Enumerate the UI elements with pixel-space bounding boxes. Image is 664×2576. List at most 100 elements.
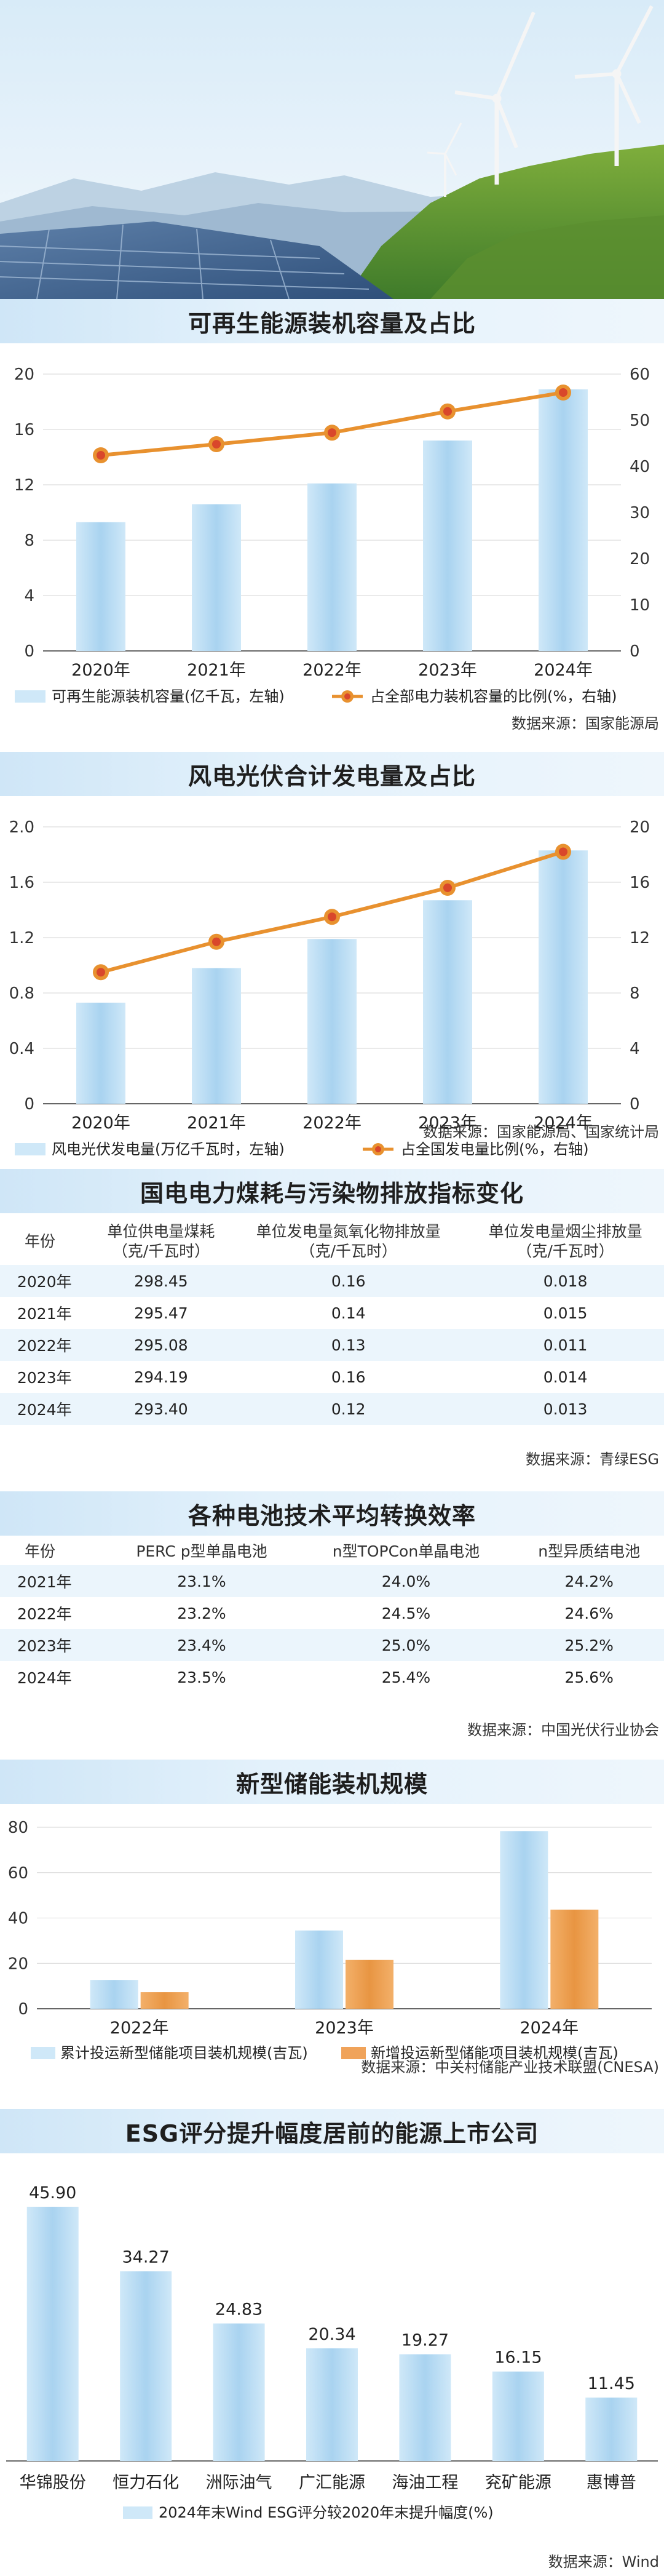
bar [76,1002,125,1104]
line-point-core [328,912,336,922]
table-header: 单位发电量烟尘排放量 （克/千瓦时） [488,1222,642,1260]
data-label: 20.34 [308,2325,355,2344]
table-cell: 0.14 [230,1297,467,1329]
y-tick: 60 [8,1864,28,1883]
table-cell: 298.45 [92,1265,231,1297]
legend-label: 累计投运新型储能项目装机规模(吉瓦) [60,2044,308,2062]
table-cell: 295.08 [92,1329,231,1361]
section-title-coal: 国电电力煤耗与污染物排放指标变化 [0,1169,664,1213]
y-right-tick: 12 [630,929,650,947]
windsolar-generation-chart: 0 0.4 0.8 1.2 1.6 2.0 0 4 8 12 16 20 2020年 2021年 2022年… [9,818,650,1158]
line-point-core [559,847,567,856]
table-cell: 25.6% [514,1661,664,1693]
bar [306,2348,358,2461]
series-line [100,391,564,457]
y-left-tick: 2.0 [9,818,34,837]
table-cell: 25.0% [298,1629,515,1661]
table-row: 2022年 295.08 0.13 0.011 [0,1329,664,1361]
line-point-core [328,428,336,437]
table-cell: 0.13 [230,1329,467,1361]
y-tick: 20 [8,1955,28,1973]
section-title-storage: 新型储能装机规模 [0,1760,664,1804]
bar [307,939,357,1104]
bar [307,483,357,651]
line-point-core [212,440,221,449]
legend-swatch [341,2047,366,2059]
legend-line-label: 占全部电力装机容量的比例(%，右轴) [370,688,617,705]
storage-source: 数据来源：中关村储能产业技术联盟(CNESA) [361,2059,659,2076]
table-cell: 24.5% [298,1597,515,1629]
bar [423,900,472,1104]
x-tick: 兖矿能源 [485,2473,551,2492]
x-tick: 2022年 [302,661,362,680]
x-tick: 2020年 [71,1114,130,1133]
table-cell: 23.2% [105,1597,298,1629]
y-left-tick: 0.4 [9,1040,34,1058]
y-right-tick: 20 [630,550,650,568]
table-cell: 293.40 [92,1393,231,1425]
table-header: 年份 [25,1542,56,1560]
y-right-tick: 0 [630,642,640,661]
x-tick: 2023年 [418,661,477,680]
legend-swatch [123,2506,152,2519]
bar [492,2371,544,2461]
y-right-tick: 0 [630,1095,640,1114]
data-label: 24.83 [215,2300,263,2319]
legend-swatch [31,2047,55,2059]
table-cell: 0.014 [467,1361,664,1393]
table-cell: 25.4% [298,1661,515,1693]
bar [539,389,588,651]
section-title-battery: 各种电池技术平均转换效率 [0,1491,664,1536]
y-left-tick: 0 [24,1095,34,1114]
bar [76,522,125,651]
windsolar-source: 数据来源：国家能源局、国家统计局 [423,1123,659,1141]
table-cell: 2024年 [0,1661,106,1693]
esg-source: 数据来源：Wind [548,2553,659,2570]
table-row: 2022年 23.2% 24.5% 24.6% [0,1597,664,1629]
line-point-core [443,883,452,892]
table-cell: 0.015 [467,1297,664,1329]
bar [346,1960,393,2009]
y-tick: 40 [8,1910,28,1928]
legend-bar-swatch [15,690,45,703]
y-right-tick: 10 [630,596,650,615]
table-row: 2024年 293.40 0.12 0.013 [0,1393,664,1425]
table-cell: 23.1% [105,1565,298,1597]
y-right-tick: 50 [630,412,650,430]
table-cell: 2020年 [0,1265,92,1297]
table-header: n型TOPCon单晶电池 [332,1542,480,1560]
y-right-tick: 40 [630,458,650,476]
bar [192,504,241,651]
data-label: 11.45 [588,2374,635,2393]
legend-label: 2024年末Wind ESG评分较2020年末提升幅度(%) [159,2504,494,2521]
table-row: 2023年 294.19 0.16 0.014 [0,1361,664,1393]
x-tick: 2023年 [418,1114,477,1133]
y-left-tick: 20 [14,365,34,384]
storage-capacity-chart: 0 20 40 60 80 2022年 2023年 2024年累计投运新型储能项目装机规模(吉… [8,1819,652,2062]
bar [500,1831,548,2009]
y-left-tick: 4 [24,587,34,605]
line-point-core [212,937,221,946]
renewable-capacity-chart: 0 4 8 12 16 20 0 10 20 30 40 50 60 2020年 2021年 2022年 202… [14,365,650,705]
table-header: 单位供电量煤耗 （克/千瓦时） [107,1222,215,1260]
table-cell: 24.2% [514,1565,664,1597]
x-tick: 洲际油气 [206,2473,272,2492]
y-left-tick: 12 [14,476,34,495]
legend-line-dot-core [344,693,350,700]
esg-improvement-chart: 45.90 华锦股份 34.27 恒力石化 24.83 洲际油气 20.34 广汇能源 19.2… [6,2183,658,2521]
legend-line-dot-core [375,1146,381,1152]
table-cell: 2021年 [0,1297,92,1329]
y-left-tick: 1.2 [9,929,34,947]
table-header: n型异质结电池 [538,1542,641,1560]
x-tick: 广汇能源 [299,2473,365,2492]
table-cell: 0.16 [230,1265,467,1297]
data-label: 16.15 [494,2348,542,2367]
table-cell: 2023年 [0,1361,92,1393]
battery-source: 数据来源：中国光伏行业协会 [467,1721,659,1739]
line-point-core [559,388,567,397]
data-label: 34.27 [122,2248,169,2267]
data-label: 19.27 [401,2331,449,2350]
table-cell: 0.013 [467,1393,664,1425]
legend-label: 新增投运新型储能项目装机规模(吉瓦) [371,2044,619,2062]
y-right-tick: 60 [630,365,650,384]
